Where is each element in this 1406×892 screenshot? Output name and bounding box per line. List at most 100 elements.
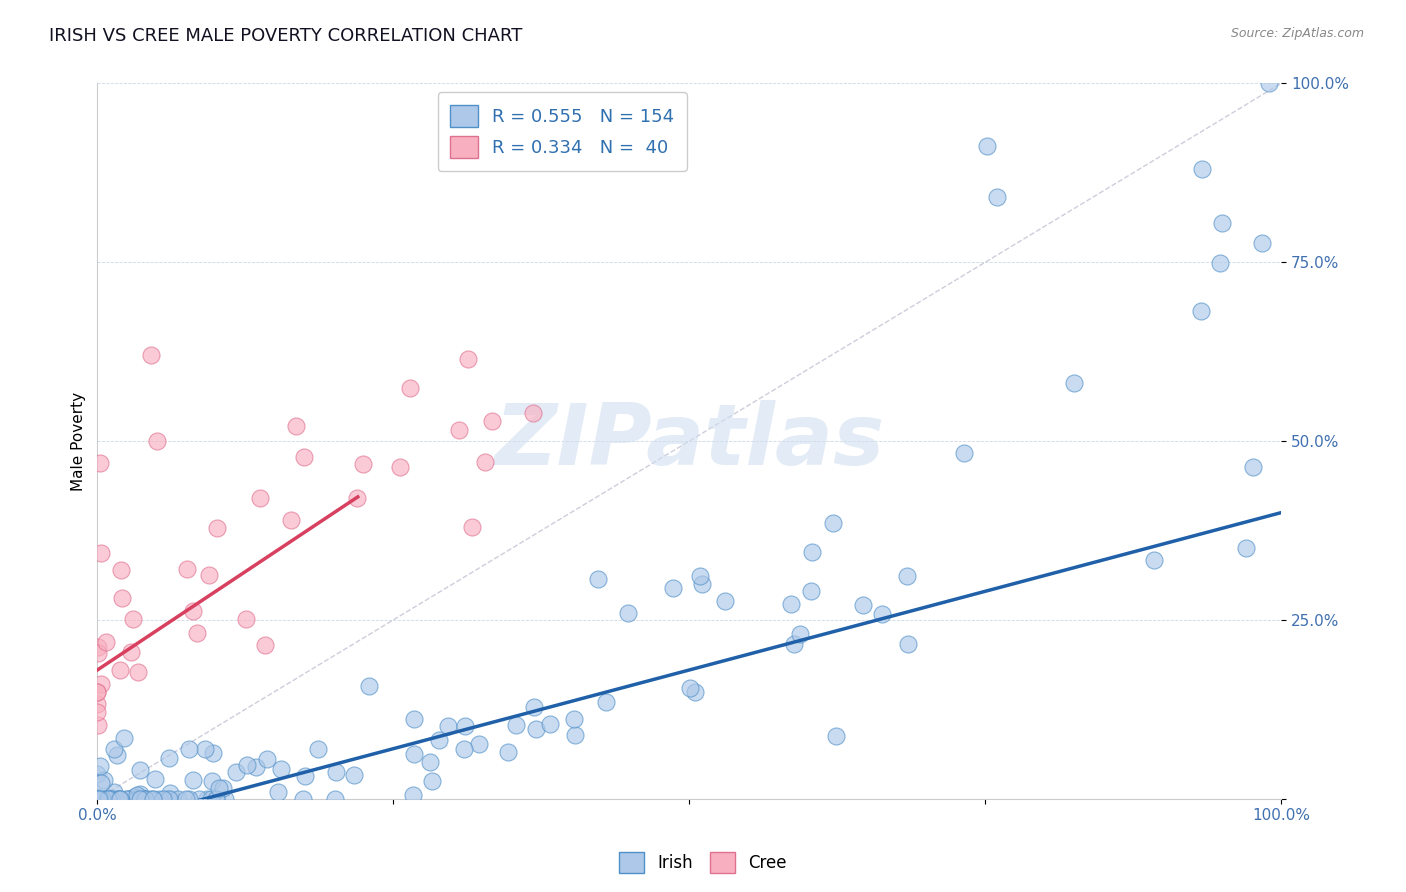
Point <box>86 646 108 660</box>
Point <box>132 791 155 805</box>
Point <box>134 791 156 805</box>
Point <box>1234 541 1257 556</box>
Text: Source: ZipAtlas.com: Source: ZipAtlas.com <box>1230 27 1364 40</box>
Point <box>181 772 204 787</box>
Point <box>562 712 585 726</box>
Point <box>111 591 134 606</box>
Point <box>683 685 706 699</box>
Point <box>87 791 110 805</box>
Point <box>821 516 844 530</box>
Point <box>783 637 806 651</box>
Point <box>89 758 111 772</box>
Point <box>235 612 257 626</box>
Point <box>86 791 108 805</box>
Point <box>90 677 112 691</box>
Point <box>292 791 315 805</box>
Y-axis label: Male Poverty: Male Poverty <box>72 392 86 491</box>
Point <box>103 741 125 756</box>
Point <box>474 455 496 469</box>
Point <box>129 787 152 801</box>
Point <box>152 791 174 805</box>
Point <box>678 681 700 695</box>
Point <box>325 764 347 779</box>
Point <box>142 791 165 805</box>
Point <box>389 460 412 475</box>
Point <box>952 445 974 459</box>
Point <box>789 627 811 641</box>
Point <box>110 563 132 577</box>
Point <box>1258 77 1281 91</box>
Point <box>800 584 823 599</box>
Point <box>91 791 114 805</box>
Point <box>143 772 166 786</box>
Point <box>134 791 156 805</box>
Point <box>420 773 443 788</box>
Point <box>93 773 115 788</box>
Point <box>207 521 229 535</box>
Point <box>245 760 267 774</box>
Point <box>157 791 180 805</box>
Point <box>211 780 233 795</box>
Point <box>357 679 380 693</box>
Point <box>453 742 475 756</box>
Point <box>294 769 316 783</box>
Point <box>159 786 181 800</box>
Point <box>86 705 108 719</box>
Point <box>141 348 163 362</box>
Point <box>91 791 114 805</box>
Point <box>870 607 893 621</box>
Point <box>402 712 425 726</box>
Point <box>181 604 204 618</box>
Point <box>198 568 221 582</box>
Point <box>402 747 425 761</box>
Point <box>253 638 276 652</box>
Point <box>104 791 127 805</box>
Point <box>617 606 640 620</box>
Point <box>498 745 520 759</box>
Point <box>195 791 218 805</box>
Point <box>86 791 108 805</box>
Point <box>523 699 546 714</box>
Point <box>112 731 135 745</box>
Point <box>194 742 217 756</box>
Point <box>128 763 150 777</box>
Point <box>343 768 366 782</box>
Point <box>97 791 120 805</box>
Point <box>976 138 998 153</box>
Point <box>461 520 484 534</box>
Point <box>179 791 201 805</box>
Point <box>100 791 122 805</box>
Point <box>87 640 110 654</box>
Text: IRISH VS CREE MALE POVERTY CORRELATION CHART: IRISH VS CREE MALE POVERTY CORRELATION C… <box>49 27 523 45</box>
Point <box>100 791 122 805</box>
Point <box>90 791 112 805</box>
Point <box>122 790 145 805</box>
Point <box>897 637 920 651</box>
Point <box>714 594 737 608</box>
Point <box>1189 304 1212 318</box>
Point <box>200 791 222 805</box>
Point <box>214 791 236 805</box>
Point <box>94 791 117 805</box>
Point <box>1143 553 1166 567</box>
Point <box>96 635 118 649</box>
Point <box>127 791 149 805</box>
Point <box>107 791 129 805</box>
Point <box>457 352 479 367</box>
Point <box>690 576 713 591</box>
Point <box>131 790 153 805</box>
Point <box>101 791 124 805</box>
Point <box>139 791 162 805</box>
Point <box>145 434 167 449</box>
Legend: R = 0.555   N = 154, R = 0.334   N =  40: R = 0.555 N = 154, R = 0.334 N = 40 <box>437 93 686 171</box>
Point <box>157 791 180 805</box>
Point <box>131 791 153 805</box>
Point <box>91 791 114 805</box>
Point <box>115 791 138 805</box>
Point <box>346 491 368 505</box>
Point <box>108 791 131 805</box>
Point <box>204 791 226 805</box>
Point <box>100 791 122 805</box>
Point <box>87 791 110 805</box>
Point <box>538 717 561 731</box>
